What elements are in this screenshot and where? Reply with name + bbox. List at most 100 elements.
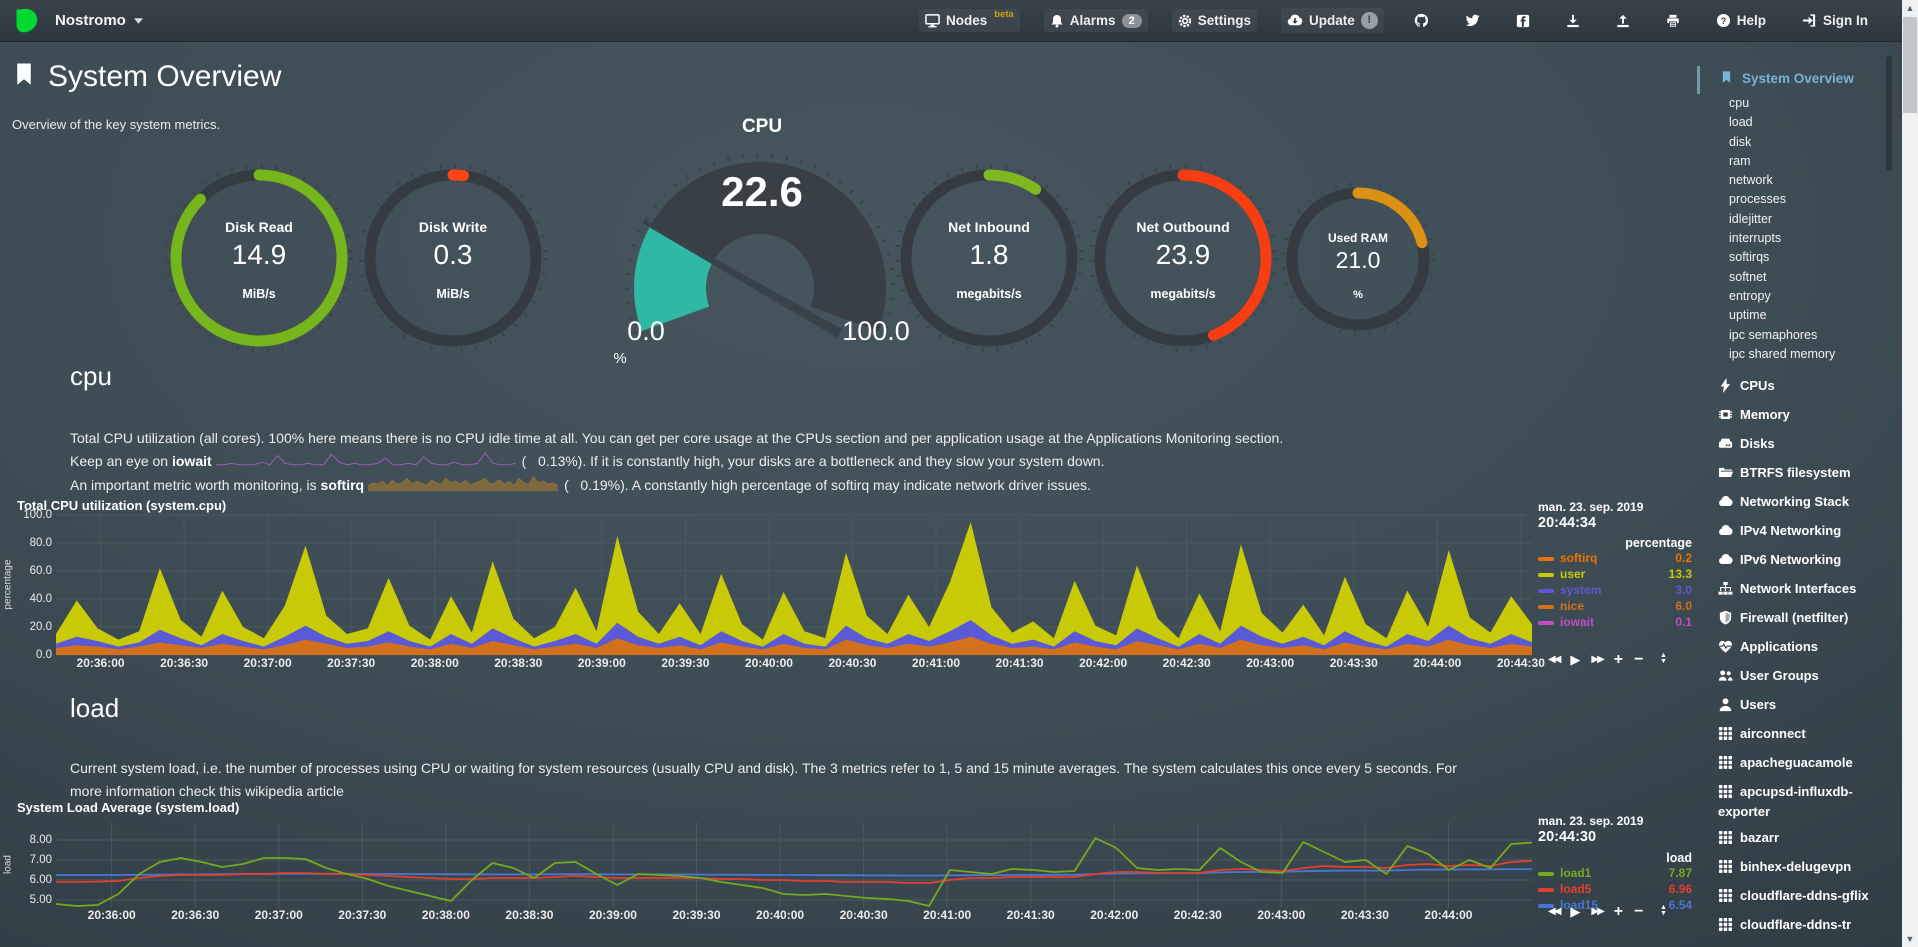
gauge-disk-write[interactable]: Disk Write 0.3 MiB/s bbox=[358, 163, 548, 353]
zoom-in-icon[interactable]: + bbox=[1613, 651, 1624, 668]
cpu-chart-canvas[interactable] bbox=[56, 514, 1532, 656]
load-chart-xtick: 20:43:00 bbox=[1257, 908, 1306, 922]
sidebar-item-apacheguacamole[interactable]: apacheguacamole bbox=[1692, 749, 1888, 778]
cpu-chart-legend-user[interactable]: user bbox=[1538, 567, 1585, 583]
netdata-logo-icon[interactable] bbox=[12, 7, 39, 34]
nav-item-help[interactable]: ? Help bbox=[1710, 9, 1772, 32]
gauge-net-outbound[interactable]: Net Outbound 23.9 megabits/s bbox=[1088, 163, 1278, 353]
backward-icon[interactable]: ◀◀ bbox=[1548, 906, 1561, 917]
gauge-max: 100.0 bbox=[842, 316, 910, 346]
scrollbar-up-arrow[interactable]: ▲ bbox=[1905, 3, 1915, 13]
load-chart-xtick: 20:40:30 bbox=[839, 908, 888, 922]
sidebar-item-network-interfaces[interactable]: Network Interfaces bbox=[1692, 575, 1888, 604]
sidebar-subitem-processes[interactable]: processes bbox=[1729, 192, 1786, 207]
sidebar-subitem-load[interactable]: load bbox=[1729, 115, 1753, 130]
sidebar-subitem-disk[interactable]: disk bbox=[1729, 134, 1752, 149]
sidebar-subitem-entropy[interactable]: entropy bbox=[1729, 288, 1771, 303]
gauge-value: 14.9 bbox=[231, 239, 287, 270]
sidebar-subitem-softnet[interactable]: softnet bbox=[1729, 269, 1767, 284]
cpu-chart-legend-softirq[interactable]: softirq bbox=[1538, 551, 1597, 567]
nav-item-nodes[interactable]: Nodes beta bbox=[918, 9, 1020, 32]
sidebar-item-applications[interactable]: Applications bbox=[1692, 633, 1888, 662]
legend-label: load15 bbox=[1560, 898, 1599, 912]
sidebar-item-bazarr[interactable]: bazarr bbox=[1692, 824, 1888, 853]
hostname-dropdown[interactable]: Nostromo bbox=[55, 12, 143, 29]
sidebar-item-apcupsd-influxdb-exporter[interactable]: apcupsd-influxdb-exporter bbox=[1718, 783, 1853, 819]
forward-icon[interactable]: ▶▶ bbox=[1591, 654, 1604, 665]
gauge-net-inbound[interactable]: Net Inbound 1.8 megabits/s bbox=[894, 163, 1084, 353]
resize-icon[interactable]: ▲ ▼ bbox=[1660, 652, 1667, 665]
cpu-chart-legend-system[interactable]: system bbox=[1538, 583, 1601, 599]
grid-icon bbox=[1718, 755, 1740, 774]
nav-item-settings[interactable]: Settings bbox=[1171, 9, 1257, 32]
cpu-chart-legend-date: man. 23. sep. 2019 bbox=[1538, 500, 1644, 514]
grid-icon bbox=[1718, 859, 1740, 878]
load-chart-xtick: 20:38:30 bbox=[505, 908, 554, 922]
scrollbar-thumb[interactable] bbox=[1903, 17, 1917, 113]
play-icon[interactable]: ▶ bbox=[1570, 904, 1581, 919]
nav-item-update[interactable]: Update! bbox=[1280, 8, 1384, 33]
sidebar-subitem-softirqs[interactable]: softirqs bbox=[1729, 250, 1770, 265]
bell-icon bbox=[1050, 14, 1064, 28]
gauge-used-ram[interactable]: Used RAM 21.0% bbox=[1280, 181, 1436, 337]
nav-item-alarms[interactable]: Alarms 2 bbox=[1043, 9, 1148, 32]
resize-icon[interactable]: ▲ ▼ bbox=[1660, 904, 1667, 917]
sidebar-item-airconnect[interactable]: airconnect bbox=[1692, 720, 1888, 749]
sidebar-item-networking-stack[interactable]: Networking Stack bbox=[1692, 488, 1888, 517]
gauge-disk-read[interactable]: Disk Read 14.9 MiB/s bbox=[164, 163, 354, 353]
nav-item-github[interactable] bbox=[1408, 9, 1435, 32]
nav-item-twitter[interactable] bbox=[1459, 9, 1486, 32]
sidebar-item-btrfs-filesystem[interactable]: BTRFS filesystem bbox=[1692, 459, 1888, 488]
load-chart-xtick: 20:40:00 bbox=[756, 908, 805, 922]
sidebar-item-memory[interactable]: Memory bbox=[1692, 401, 1888, 430]
load-chart-legend-load15[interactable]: load15 bbox=[1538, 898, 1598, 914]
sidebar-subitem-uptime[interactable]: uptime bbox=[1729, 308, 1767, 323]
sidebar-subitem-ram[interactable]: ram bbox=[1729, 153, 1751, 168]
load-chart-legend-load1[interactable]: load1 bbox=[1538, 866, 1591, 882]
sidebar-item-cloudflare-ddns-tr[interactable]: cloudflare-ddns-tr bbox=[1692, 911, 1888, 940]
legend-label: user bbox=[1560, 567, 1586, 581]
sidebar-item-system-overview[interactable]: System Overview bbox=[1720, 69, 1854, 88]
scroll-down-arrow[interactable]: ▼ bbox=[1905, 934, 1915, 944]
sidebar-subitem-ipc-semaphores[interactable]: ipc semaphores bbox=[1729, 327, 1818, 342]
load-chart-legend-load5[interactable]: load5 bbox=[1538, 882, 1591, 898]
nav-item-print[interactable] bbox=[1660, 10, 1686, 32]
sidebar-item-code-server[interactable]: code-server bbox=[1692, 940, 1888, 947]
section-heading-cpu: cpu bbox=[70, 361, 112, 391]
cpu-description: Total CPU utilization (all cores). 100% … bbox=[70, 427, 1520, 498]
zoom-out-icon[interactable]: − bbox=[1634, 651, 1644, 668]
zoom-out-icon[interactable]: − bbox=[1634, 903, 1644, 920]
sidebar-scrollbar-thumb[interactable] bbox=[1886, 56, 1892, 171]
sidebar-item-firewall-netfilter[interactable]: Firewall (netfilter) bbox=[1692, 604, 1888, 633]
nav-item-facebook[interactable] bbox=[1510, 10, 1536, 32]
cpu-chart-legend-iowait[interactable]: iowait bbox=[1538, 615, 1594, 631]
legend-label: load1 bbox=[1560, 866, 1592, 880]
forward-icon[interactable]: ▶▶ bbox=[1591, 906, 1604, 917]
sidebar-item-ipv4-networking[interactable]: IPv4 Networking bbox=[1692, 517, 1888, 546]
wikipedia-article-link[interactable]: wikipedia article bbox=[245, 783, 344, 799]
grid-icon bbox=[1718, 726, 1740, 745]
sidebar-subitem-ipc-shared-memory[interactable]: ipc shared memory bbox=[1729, 346, 1836, 361]
nav-item-sign-in[interactable]: Sign In bbox=[1796, 9, 1874, 32]
play-icon[interactable]: ▶ bbox=[1570, 652, 1581, 667]
cpu-chart-xtick: 20:36:30 bbox=[160, 656, 209, 670]
sidebar-subitem-interrupts[interactable]: interrupts bbox=[1729, 231, 1782, 246]
nav-item-upload[interactable] bbox=[1610, 10, 1636, 32]
cpu-chart-legend-value-nice: 6.0 bbox=[1675, 599, 1692, 613]
backward-icon[interactable]: ◀◀ bbox=[1548, 654, 1561, 665]
load-chart-canvas[interactable] bbox=[55, 822, 1533, 908]
sidebar-item-cpus[interactable]: CPUs bbox=[1692, 372, 1888, 401]
sidebar-item-disks[interactable]: Disks bbox=[1692, 430, 1888, 459]
sidebar-item-user-groups[interactable]: User Groups bbox=[1692, 662, 1888, 691]
sidebar-item-ipv6-networking[interactable]: IPv6 Networking bbox=[1692, 546, 1888, 575]
sidebar-subitem-cpu[interactable]: cpu bbox=[1729, 96, 1750, 110]
sidebar-item-binhex-delugevpn[interactable]: binhex-delugevpn bbox=[1692, 853, 1888, 882]
sidebar-subitem-network[interactable]: network bbox=[1729, 173, 1773, 188]
cpu-chart-legend-nice[interactable]: nice bbox=[1538, 599, 1584, 615]
sidebar-subitem-idlejitter[interactable]: idlejitter bbox=[1729, 211, 1773, 226]
sidebar-item-cloudflare-ddns-gflix[interactable]: cloudflare-ddns-gflix bbox=[1692, 882, 1888, 911]
gauge-cpu-meter[interactable]: CPU 22.6 0.0 100.0% bbox=[613, 112, 909, 382]
nav-item-download[interactable] bbox=[1560, 10, 1586, 32]
sidebar-item-users[interactable]: Users bbox=[1692, 691, 1888, 720]
zoom-in-icon[interactable]: + bbox=[1613, 903, 1624, 920]
